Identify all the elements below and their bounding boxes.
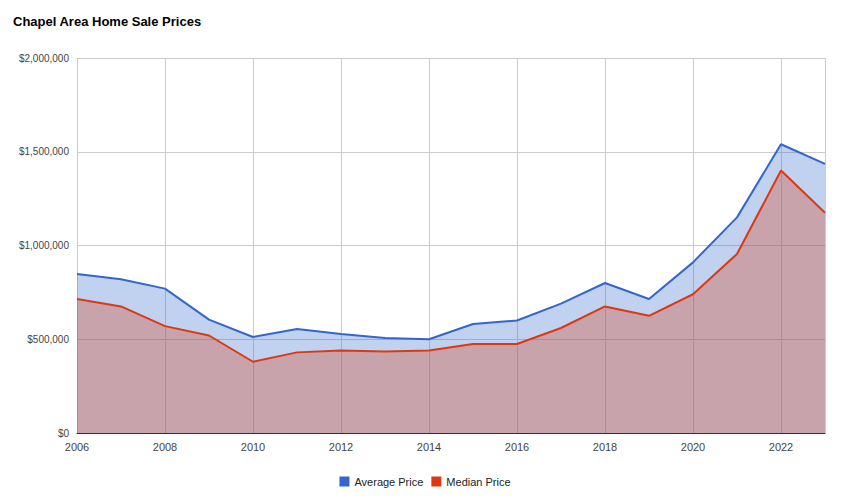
svg-text:2012: 2012 [329, 441, 353, 453]
svg-text:$1,500,000: $1,500,000 [19, 146, 69, 157]
svg-text:Average Price: Average Price [354, 476, 423, 488]
svg-text:2014: 2014 [417, 441, 441, 453]
svg-text:2010: 2010 [241, 441, 265, 453]
svg-text:Chapel Area Home Sale Prices: Chapel Area Home Sale Prices [13, 14, 201, 29]
svg-text:Median Price: Median Price [446, 476, 510, 488]
svg-text:2022: 2022 [769, 441, 793, 453]
svg-text:2020: 2020 [681, 441, 705, 453]
svg-text:2018: 2018 [593, 441, 617, 453]
svg-text:$1,000,000: $1,000,000 [19, 240, 69, 251]
svg-text:2008: 2008 [153, 441, 177, 453]
svg-text:$2,000,000: $2,000,000 [19, 53, 69, 64]
svg-text:2016: 2016 [505, 441, 529, 453]
svg-text:$0: $0 [58, 428, 70, 439]
svg-text:$500,000: $500,000 [27, 334, 69, 345]
svg-text:2006: 2006 [65, 441, 89, 453]
